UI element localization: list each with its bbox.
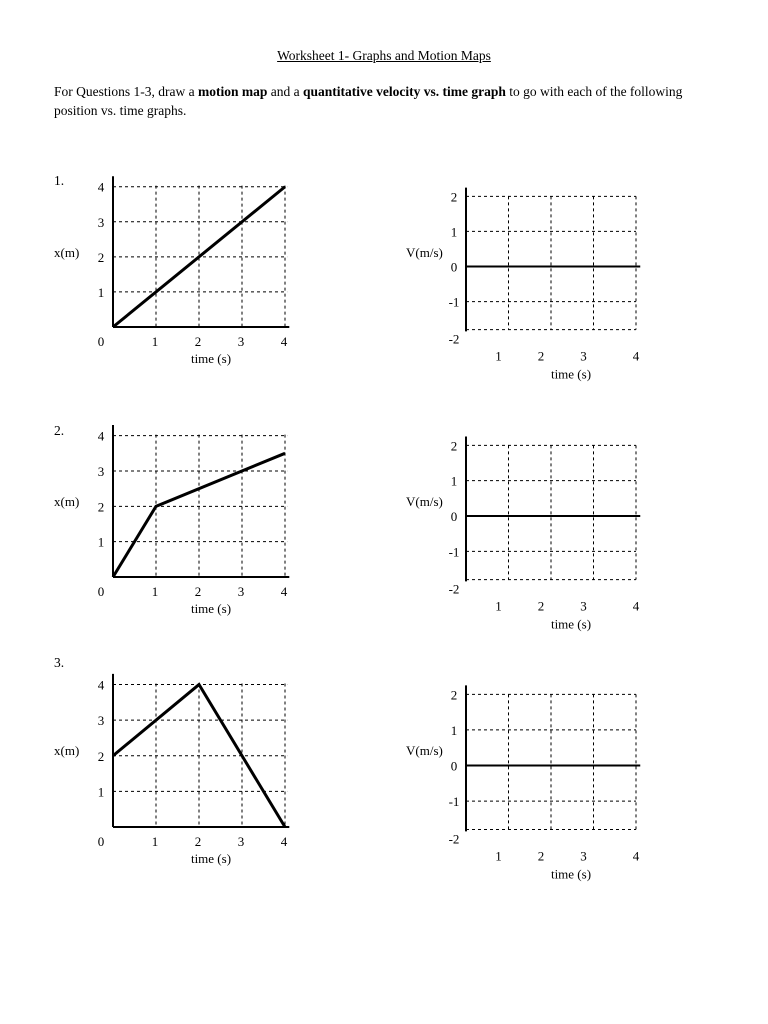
x-tick-label: 0 — [98, 834, 105, 849]
question-number-2: 2. — [54, 423, 65, 438]
vel-x-tick-label: 4 — [633, 848, 640, 863]
vel-y-tick-label: 1 — [451, 723, 458, 738]
vel-x-axis-label: time (s) — [551, 866, 591, 881]
x-tick-label: 4 — [281, 584, 288, 599]
vel-x-tick-label: 3 — [580, 848, 587, 863]
x-tick-label: 4 — [281, 834, 288, 849]
y-axis-label: x(m) — [54, 743, 79, 758]
x-tick-label: 0 — [98, 334, 105, 349]
vel-y-tick-label: 2 — [451, 189, 458, 204]
worksheet-title: Worksheet 1- Graphs and Motion Maps — [277, 48, 491, 63]
y-tick-label: 4 — [98, 678, 105, 693]
vel-y-axis-label: V(m/s) — [406, 743, 443, 758]
vel-y-tick-label: 0 — [451, 759, 458, 774]
vel-y-tick-label: 1 — [451, 474, 458, 489]
vel-x-tick-label: 1 — [495, 348, 502, 363]
vel-y-tick-label: 1 — [451, 224, 458, 239]
y-tick-label: 2 — [98, 749, 105, 764]
y-tick-label: 1 — [98, 285, 105, 300]
y-tick-label: 2 — [98, 499, 105, 514]
x-tick-label: 2 — [195, 584, 202, 599]
vel-y-tick-label: 0 — [451, 509, 458, 524]
vel-y-tick-label: -1 — [449, 295, 460, 310]
position-data-line — [112, 185, 286, 329]
x-axis-label: time (s) — [191, 851, 231, 866]
vel-y-axis-label: V(m/s) — [406, 494, 443, 509]
y-tick-label: 3 — [98, 464, 105, 479]
y-tick-label: 3 — [98, 713, 105, 728]
instructions-text-2: and a — [267, 84, 303, 99]
vel-x-tick-label: 4 — [633, 348, 640, 363]
x-tick-label: 2 — [195, 334, 202, 349]
instructions-bold-motion-map: motion map — [197, 84, 268, 99]
x-axis-label: time (s) — [191, 601, 231, 616]
vel-y-tick-label: 2 — [451, 438, 458, 453]
question-number-3: 3. — [54, 655, 65, 670]
vel-x-tick-label: 1 — [495, 598, 502, 613]
y-tick-label: 1 — [98, 784, 105, 799]
y-axis-label: x(m) — [54, 494, 79, 509]
y-tick-label: 4 — [98, 429, 105, 444]
vel-x-tick-label: 1 — [495, 848, 502, 863]
vel-x-tick-label: 2 — [538, 848, 545, 863]
x-tick-label: 3 — [238, 334, 245, 349]
x-tick-label: 3 — [238, 834, 245, 849]
instructions-text-1: For Questions 1-3, draw a — [54, 84, 198, 99]
vel-x-tick-label: 4 — [633, 598, 640, 613]
vel-y-tick-label: -2 — [449, 581, 460, 596]
vel-x-axis-label: time (s) — [551, 366, 591, 381]
question-number-1: 1. — [54, 173, 65, 188]
vel-y-tick-label: -1 — [449, 544, 460, 559]
vel-y-tick-label: -2 — [449, 331, 460, 346]
vel-y-tick-label: 0 — [451, 260, 458, 275]
x-tick-label: 1 — [152, 834, 159, 849]
vel-y-axis-label: V(m/s) — [406, 245, 443, 260]
vel-x-tick-label: 3 — [580, 598, 587, 613]
x-tick-label: 3 — [238, 584, 245, 599]
vel-x-tick-label: 2 — [538, 598, 545, 613]
vel-y-tick-label: 2 — [451, 687, 458, 702]
x-tick-label: 0 — [98, 584, 105, 599]
y-tick-label: 3 — [98, 215, 105, 230]
instructions: For Questions 1-3, draw a motion map and… — [54, 82, 714, 120]
vel-x-tick-label: 3 — [580, 348, 587, 363]
y-tick-label: 1 — [98, 535, 105, 550]
x-tick-label: 1 — [152, 584, 159, 599]
instructions-bold-velocity-graph: quantitative velocity vs. time graph — [302, 84, 506, 99]
instructions-text-3: to go with each of the following positio… — [54, 84, 683, 118]
x-tick-label: 2 — [195, 834, 202, 849]
y-axis-label: x(m) — [54, 245, 79, 260]
vel-y-tick-label: -2 — [449, 831, 460, 846]
y-tick-label: 2 — [98, 250, 105, 265]
vel-x-axis-label: time (s) — [551, 616, 591, 631]
x-tick-label: 4 — [281, 334, 288, 349]
y-tick-label: 4 — [98, 180, 105, 195]
x-axis-label: time (s) — [191, 351, 231, 366]
position-data-line — [111, 451, 286, 578]
position-data-line — [112, 682, 287, 828]
vel-x-tick-label: 2 — [538, 348, 545, 363]
x-tick-label: 1 — [152, 334, 159, 349]
vel-y-tick-label: -1 — [449, 794, 460, 809]
